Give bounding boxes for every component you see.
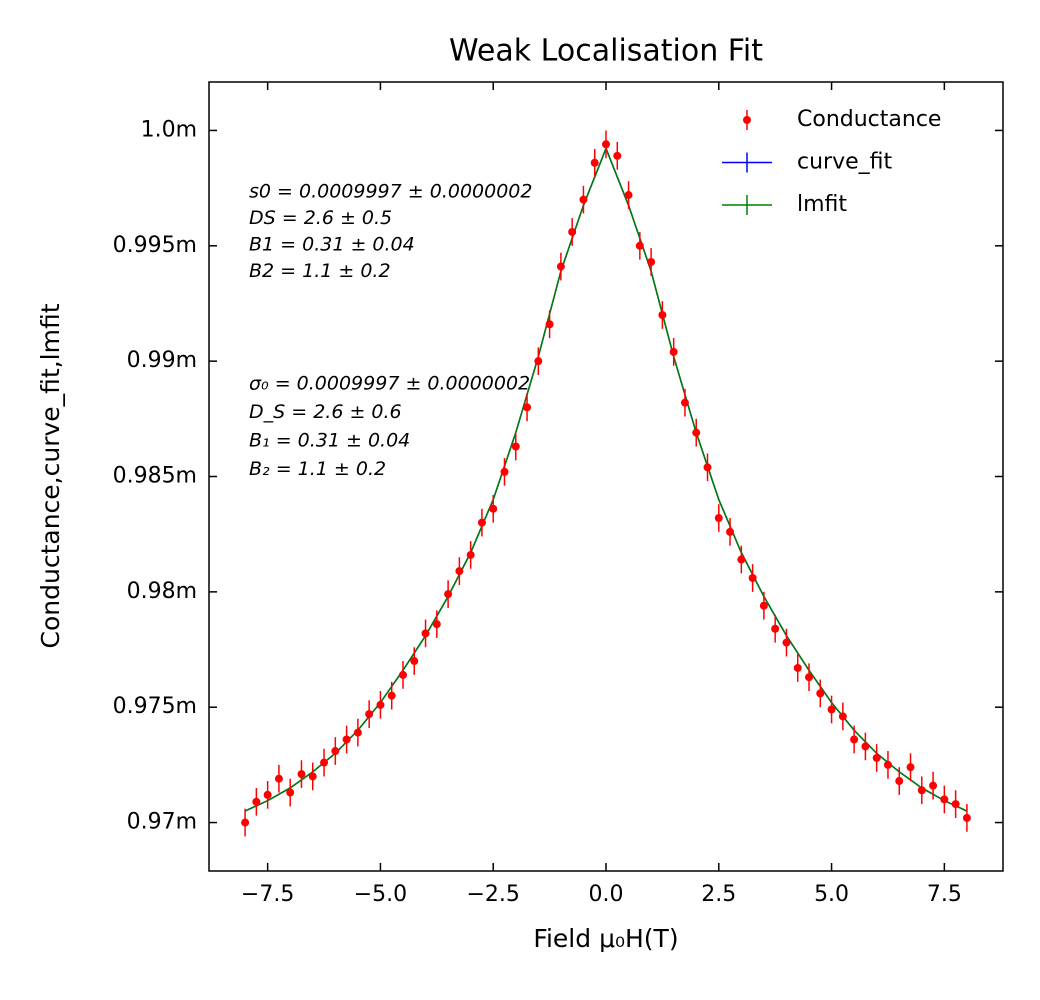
y-tick-label: 1.0m [141,117,197,142]
data-point [477,518,486,527]
fit-annotation: σ₀ = 0.0009997 ± 0.0000002 [249,373,530,395]
x-tick-label: −5.0 [354,882,407,907]
y-axis-label: Conductance,curve_fit,lmfit [36,303,65,648]
data-point [703,463,712,472]
y-tick-label: 0.985m [113,464,197,489]
data-point [568,227,577,236]
data-point [895,777,904,786]
data-point [489,504,498,513]
data-point [906,763,915,772]
data-point [252,797,261,806]
data-point [274,774,283,783]
data-point [838,712,847,721]
data-point [320,758,329,767]
data-point [365,710,374,719]
data-point [658,311,667,320]
y-tick-label: 0.98m [127,579,197,604]
y-tick-label: 0.995m [113,233,197,258]
data-point [861,742,870,751]
data-point [613,151,622,160]
data-point [511,442,520,451]
data-point [635,241,644,250]
x-tick-label: 7.5 [927,882,962,907]
data-point [421,629,430,638]
fit-annotation: DS = 2.6 ± 0.5 [249,207,392,229]
legend-label: Conductance [797,107,941,132]
data-point [410,657,419,666]
y-tick-label: 0.975m [113,694,197,719]
data-point [602,140,610,149]
data-point [263,790,272,799]
fit-annotation: B₂ = 1.1 ± 0.2 [249,458,386,480]
data-point [342,735,351,744]
data-point [241,818,250,827]
data-point [951,800,960,809]
data-point [962,813,971,822]
data-point [432,620,441,629]
fit-annotation: B2 = 1.1 ± 0.2 [249,260,391,282]
data-point [500,467,509,476]
data-point [297,770,306,779]
data-point [376,700,385,709]
data-point [805,673,814,682]
data-point [466,550,475,559]
data-point [782,638,791,647]
data-point [455,567,464,576]
y-tick-label: 0.99m [127,348,197,373]
fit-annotation: B₁ = 0.31 ± 0.04 [249,430,410,452]
data-point [353,728,362,737]
data-point [523,403,532,412]
data-point [534,357,543,366]
data-point [331,747,340,756]
data-point [883,760,892,769]
legend-marker [743,116,751,124]
x-tick-label: 2.5 [701,882,736,907]
data-point [387,691,396,700]
data-point [929,781,938,790]
fit-annotation: s0 = 0.0009997 ± 0.0000002 [249,181,532,203]
data-point [286,788,295,797]
chart-title: Weak Localisation Fit [449,34,763,69]
data-point [444,590,453,599]
data-point [692,428,701,437]
fit-annotation: D_S = 2.6 ± 0.6 [249,401,402,423]
data-point [398,670,407,679]
data-point [680,398,689,407]
data-point [669,347,678,356]
data-point [917,786,926,795]
data-point [737,555,746,564]
data-point [827,705,836,714]
data-point [556,262,565,271]
data-point [545,320,554,329]
data-point [793,663,802,672]
x-tick-label: 5.0 [814,882,849,907]
x-tick-label: −2.5 [467,882,520,907]
x-tick-label: −7.5 [241,882,294,907]
data-point [759,601,768,610]
data-point [714,514,723,523]
data-point [308,772,317,781]
fit-annotation: B1 = 0.31 ± 0.04 [249,234,415,256]
data-point [590,158,599,167]
data-point [647,257,656,266]
data-point [940,795,949,804]
y-tick-label: 0.97m [127,810,197,835]
data-point [816,689,825,698]
x-axis-label: Field μ₀H(T) [533,924,678,953]
data-point [850,735,859,744]
data-point [748,574,757,583]
x-tick-label: 0.0 [589,882,624,907]
data-point [771,624,780,633]
data-point [624,191,633,200]
data-point [726,527,735,536]
data-point [872,753,881,762]
legend-label: lmfit [797,192,847,217]
legend-label: curve_fit [797,150,892,175]
data-point [579,195,588,204]
